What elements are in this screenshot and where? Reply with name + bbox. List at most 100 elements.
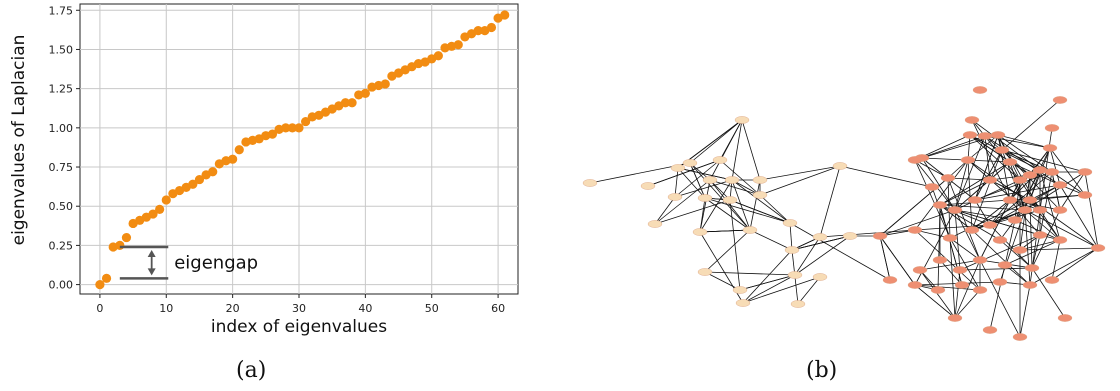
y-tick-label: 0.25 — [49, 239, 74, 252]
network-edge — [949, 237, 981, 291]
network-edge — [914, 284, 981, 291]
network-node — [1044, 124, 1060, 132]
network-edge — [1019, 247, 1099, 251]
network-edge — [914, 159, 949, 179]
network-edge — [1009, 199, 1061, 211]
y-tick-label: 1.00 — [49, 122, 74, 135]
network-edge — [689, 119, 743, 164]
y-tick-label: 0.50 — [49, 200, 74, 213]
network-edge — [1019, 284, 1031, 338]
data-point — [188, 179, 198, 189]
network-edge — [974, 134, 999, 201]
data-point — [121, 232, 132, 243]
eigengap-arrowhead-down — [147, 268, 156, 276]
network-edge — [954, 209, 981, 261]
network-node — [960, 156, 976, 164]
eigengap-arrowhead-up — [147, 249, 156, 257]
network-edge — [1051, 239, 1061, 281]
network-node — [734, 116, 750, 124]
network-edge — [959, 234, 1041, 271]
network-node — [647, 220, 663, 228]
network-edge — [749, 229, 793, 251]
network-edge — [1051, 247, 1099, 281]
network-node — [1032, 206, 1048, 214]
network-edge — [979, 259, 1021, 338]
data-point — [115, 240, 125, 251]
network-node — [640, 182, 656, 190]
network-node — [790, 300, 806, 308]
network-edge — [789, 222, 793, 251]
network-edge — [914, 159, 951, 239]
network-node — [752, 191, 768, 199]
network-edge — [959, 267, 1033, 271]
network-edge — [1029, 199, 1061, 241]
data-point — [101, 273, 112, 283]
network-node — [907, 156, 923, 164]
network-edge — [1031, 209, 1061, 269]
network-edge — [731, 179, 791, 224]
network-edge — [914, 159, 969, 231]
network-edge — [919, 259, 981, 271]
network-edge — [919, 269, 956, 319]
network-node — [872, 232, 888, 240]
network-nodes — [582, 86, 1106, 341]
network-edge — [1024, 171, 1086, 211]
network-edge — [954, 135, 986, 211]
network-edge — [1039, 171, 1053, 236]
network-edge — [1024, 209, 1031, 286]
network-edge — [954, 209, 961, 271]
network-node — [842, 232, 858, 240]
network-node — [702, 176, 718, 184]
network-edge — [974, 149, 1003, 201]
network-node — [582, 179, 598, 187]
network-edge — [674, 179, 733, 198]
data-point — [148, 209, 158, 219]
network-edge — [1029, 147, 1051, 201]
data-point — [161, 195, 171, 205]
network-edge — [791, 235, 851, 251]
network-node — [667, 193, 683, 201]
network-edge — [674, 159, 721, 198]
network-edge — [742, 249, 793, 304]
network-edge — [954, 269, 961, 319]
data-point — [194, 174, 205, 185]
data-point — [301, 116, 311, 127]
network-node — [812, 233, 828, 241]
network-edge — [704, 271, 741, 291]
network-node — [932, 201, 948, 209]
network-node — [882, 276, 898, 284]
network-node — [1077, 168, 1093, 176]
network-edge — [654, 179, 711, 225]
network-edge — [1024, 209, 1099, 249]
network-edge — [984, 135, 1061, 186]
network-edge — [739, 274, 796, 291]
network-node — [1022, 171, 1038, 179]
network-node — [1042, 144, 1058, 152]
x-tick-label: 40 — [358, 302, 372, 315]
network-node — [787, 271, 803, 279]
network-edge — [1051, 171, 1061, 211]
network-edge — [997, 134, 1051, 149]
network-node — [784, 246, 800, 254]
network-node — [1077, 191, 1093, 199]
data-point — [267, 129, 278, 139]
network-edge — [914, 229, 981, 291]
network-node — [972, 256, 988, 264]
x-tick-label: 50 — [425, 302, 439, 315]
network-edge — [954, 209, 1016, 221]
network-edge — [677, 167, 733, 181]
network-edge — [699, 179, 711, 233]
x-tick-label: 0 — [96, 302, 103, 315]
data-point — [155, 204, 165, 214]
network-node — [1002, 196, 1018, 204]
data-point — [208, 167, 218, 177]
network-edge — [999, 239, 1033, 269]
network-node — [697, 194, 713, 202]
network-node — [1012, 176, 1028, 184]
network-edge — [971, 199, 1011, 231]
network-node — [1090, 244, 1106, 252]
network-edge — [794, 235, 851, 276]
network-edge — [729, 199, 791, 224]
network-node — [1012, 333, 1028, 341]
network-edge — [709, 179, 751, 231]
